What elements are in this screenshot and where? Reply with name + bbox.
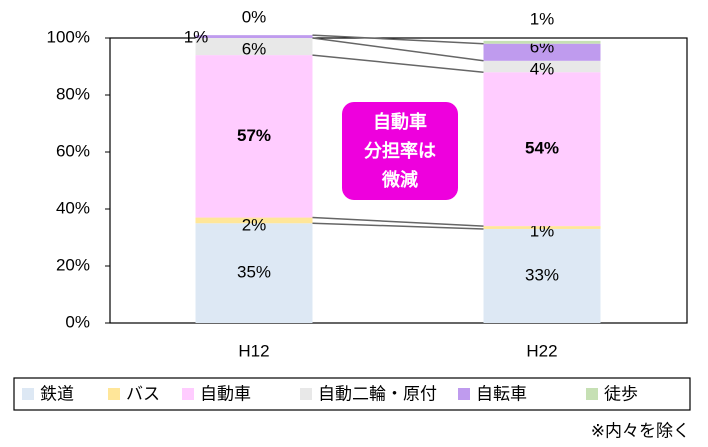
connector-line	[312, 34, 484, 45]
bar-segment	[195, 38, 313, 56]
x-tick-label: H22	[526, 341, 557, 360]
legend-swatch	[458, 388, 470, 400]
legend-label: 鉄道	[40, 384, 74, 403]
y-tick-label: 40%	[56, 198, 90, 217]
connector-line	[312, 216, 484, 227]
plot-frame	[109, 37, 688, 324]
data-label: 1%	[530, 9, 555, 28]
legend-label: 自転車	[476, 384, 527, 403]
y-tick-label: 0%	[65, 312, 90, 331]
y-tick-label: 60%	[56, 141, 90, 160]
legend-swatch	[300, 388, 312, 400]
data-label: 54%	[525, 139, 559, 158]
data-label: 4%	[530, 59, 555, 78]
data-label: 6%	[242, 39, 267, 58]
data-label: 2%	[242, 215, 267, 234]
annotation-text: 微減	[381, 169, 418, 190]
data-label: 6%	[530, 37, 555, 56]
legend-swatch	[108, 388, 120, 400]
footnote: ※内々を除く	[591, 421, 690, 440]
bar-segment	[483, 228, 601, 323]
legend-label: バス	[126, 384, 160, 403]
y-tick-label: 80%	[56, 84, 90, 103]
y-tick-label: 100%	[47, 27, 90, 46]
legend-swatch	[586, 388, 598, 400]
legend-label: 自動車	[200, 384, 251, 403]
bar-segment	[483, 43, 601, 61]
legend-label: 自動二輪・原付	[318, 384, 437, 403]
annotation-text: 分担率は	[364, 140, 436, 161]
bar-segment	[195, 217, 313, 224]
connector-line	[312, 37, 484, 62]
data-label: 0%	[242, 7, 267, 26]
data-label: 1%	[530, 221, 555, 240]
legend-swatch	[22, 388, 34, 400]
data-label: 33%	[525, 265, 559, 284]
bar-segment	[483, 40, 601, 44]
annotation-text: 自動車	[373, 111, 427, 132]
bar-segment	[483, 226, 601, 229]
bar-segment	[195, 223, 313, 323]
data-label: 1%	[184, 27, 209, 46]
connector-line	[312, 222, 484, 230]
bar-segment	[483, 60, 601, 73]
legend-box	[13, 377, 691, 411]
annotation-box	[342, 102, 458, 200]
bar-segment	[195, 55, 313, 218]
x-tick-label: H12	[238, 341, 269, 360]
data-label: 57%	[237, 126, 271, 145]
bar-segment	[483, 72, 601, 227]
y-tick-label: 20%	[56, 255, 90, 274]
connector-line	[312, 54, 484, 73]
legend-swatch	[182, 388, 194, 400]
bar-segment	[195, 35, 313, 38]
legend-label: 徒歩	[604, 384, 638, 403]
data-label: 35%	[237, 263, 271, 282]
